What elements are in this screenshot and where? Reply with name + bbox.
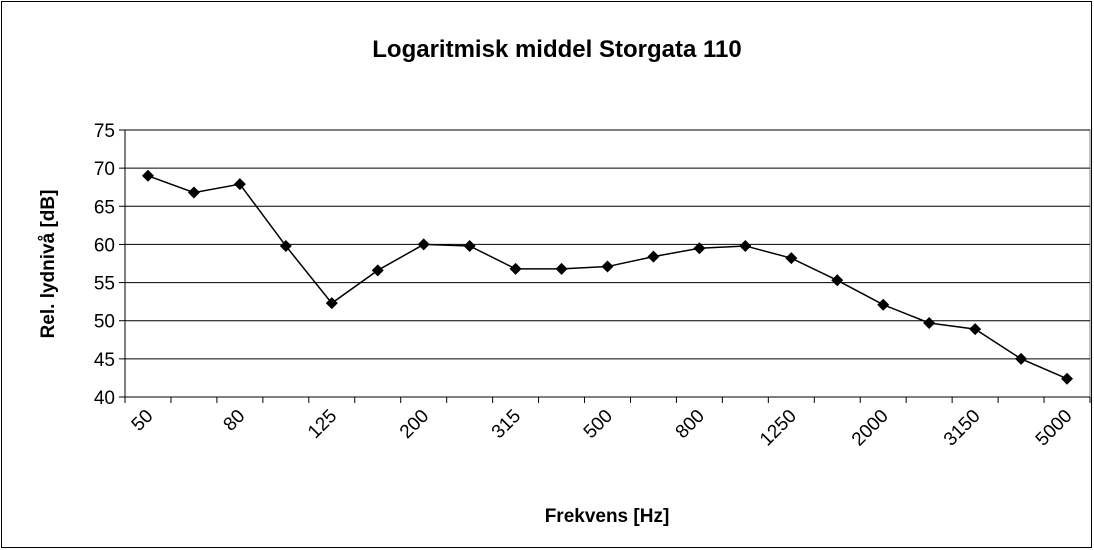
y-axis-label: Rel. lydnivå [dB] <box>38 190 59 339</box>
data-point <box>969 323 982 336</box>
y-tick-label: 60 <box>94 235 115 256</box>
data-point <box>831 274 844 287</box>
data-point <box>647 250 660 263</box>
data-point <box>693 242 706 255</box>
data-point <box>785 252 798 265</box>
data-point <box>601 260 614 273</box>
data-point <box>1015 352 1028 365</box>
data-point <box>233 178 246 191</box>
y-tick-label: 75 <box>94 121 115 142</box>
y-tick-label: 55 <box>94 274 115 295</box>
data-point <box>877 298 890 311</box>
y-tick-label: 70 <box>94 159 115 180</box>
data-point <box>739 239 752 252</box>
data-point <box>371 264 384 277</box>
y-tick-label: 50 <box>94 312 115 333</box>
data-point <box>325 297 338 310</box>
data-point <box>141 169 154 182</box>
data-point <box>1061 372 1074 385</box>
x-axis-label: Frekvens [Hz] <box>545 506 670 527</box>
y-tick-label: 65 <box>94 197 115 218</box>
data-point <box>923 317 936 330</box>
data-point <box>509 262 522 275</box>
y-tick-label: 40 <box>94 388 115 409</box>
chart-title: Logaritmisk middel Storgata 110 <box>372 36 741 63</box>
data-point <box>187 186 200 199</box>
data-point <box>279 239 292 252</box>
y-tick-label: 45 <box>94 350 115 371</box>
data-point <box>463 239 476 252</box>
data-point <box>417 238 430 251</box>
data-point <box>555 262 568 275</box>
